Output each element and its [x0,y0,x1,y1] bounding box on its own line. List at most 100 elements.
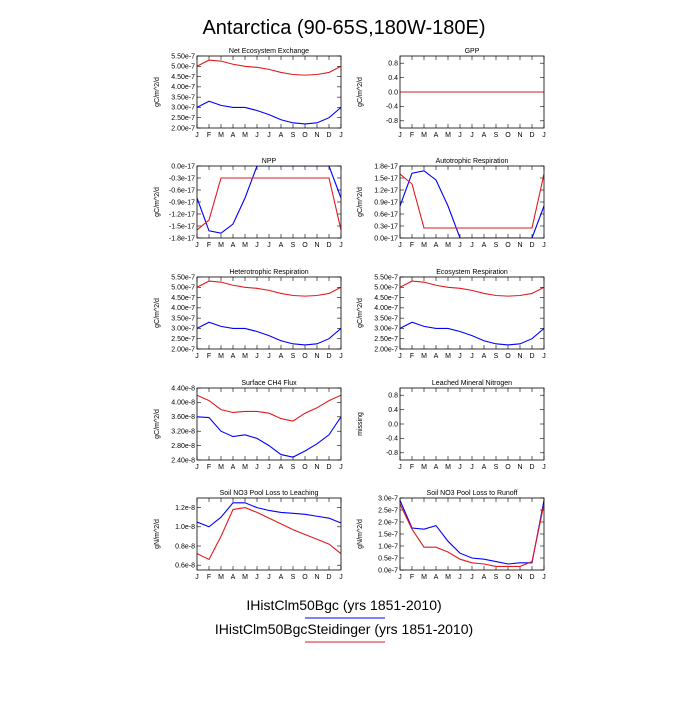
panel-frame [399,387,545,461]
y-tick-label: 4.50e-7 [374,295,398,302]
x-tick-label: F [410,132,414,139]
series-line-1 [400,170,544,238]
x-tick-label: A [231,574,236,581]
x-tick-label: M [421,464,427,471]
y-tick-label: 0.8 [388,61,398,68]
x-tick-label: A [231,464,236,471]
x-tick-label: A [231,353,236,360]
panel-title: Autotrophic Respiration [436,158,509,165]
series-line-1 [197,166,341,234]
panel-title: Soil NO3 Pool Loss to Leaching [220,490,319,497]
panel-3: NPP gC/m^2/d 0.0e-17 -0.3e-17 -0.6e-17 -0.9e-… [154,158,343,249]
y-tick-label: 1.2e-17 [374,187,398,194]
x-tick-label: S [494,464,499,471]
x-tick-label: A [279,464,284,471]
x-tick-label: A [231,132,236,139]
x-tick-label: J [398,464,402,471]
x-tick-label: J [267,353,271,360]
panel-title: Ecosystem Respiration [436,269,508,276]
y-tick-label: 0.4 [388,407,398,414]
x-tick-label: D [326,242,331,249]
x-tick-label: M [445,132,451,139]
x-tick-label: J [339,242,343,249]
y-tick-label: -0.8 [386,450,398,457]
x-tick-label: O [302,353,308,360]
y-tick-label: 0.8 [388,393,398,400]
x-tick-label: S [494,132,499,139]
series-line-1 [197,416,341,458]
panels: Net Ecosystem Exchange gC/m^2/d 2.00e-7 2.5… [154,48,546,581]
x-tick-label: J [339,353,343,360]
x-tick-label: J [398,353,402,360]
x-tick-label: M [242,464,248,471]
y-tick-label: 5.00e-7 [374,285,398,292]
y-axis-label: gC/m^2/d [154,409,161,439]
y-tick-label: 5.00e-7 [171,285,195,292]
panel-title: Surface CH4 Flux [241,380,297,387]
x-tick-label: M [421,132,427,139]
panel-frame [399,276,545,350]
x-tick-label: J [339,132,343,139]
panel-title: Leached Mineral Nitrogen [432,380,512,387]
x-tick-label: A [279,574,284,581]
x-tick-label: O [505,464,511,471]
x-tick-label: A [279,132,284,139]
x-tick-label: M [421,353,427,360]
y-tick-label: 1.5e-7 [378,531,398,538]
panel-9: Soil NO3 Pool Loss to Leaching gN/m^2/d 0.… [154,490,343,581]
y-tick-label: 4.50e-7 [171,74,195,81]
x-tick-label: A [279,353,284,360]
series-line-2 [197,507,341,561]
x-tick-label: A [434,353,439,360]
page-title: Antarctica (90-65S,180W-180E) [202,17,485,39]
y-axis-label: gN/m^2/d [154,519,161,549]
y-tick-label: 3.0e-7 [378,495,398,502]
x-tick-label: M [218,464,224,471]
x-tick-label: J [255,574,259,581]
y-tick-label: 3.00e-7 [374,326,398,333]
x-tick-label: F [207,353,211,360]
x-tick-label: M [445,464,451,471]
x-tick-label: O [302,574,308,581]
x-tick-label: A [434,242,439,249]
y-axis-label: gC/m^2/d [357,187,364,217]
x-tick-label: J [195,353,199,360]
y-tick-label: 0.0 [388,421,398,428]
x-tick-label: J [267,242,271,249]
y-tick-label: 1.2e-8 [175,505,195,512]
y-tick-label: 0.9e-17 [374,199,398,206]
x-tick-label: J [542,574,546,581]
series-line-1 [197,321,341,346]
y-tick-label: 0.4 [388,75,398,82]
series-line-1 [197,100,341,125]
y-tick-label: 0.0 [388,89,398,96]
x-tick-label: M [445,242,451,249]
x-tick-label: M [242,574,248,581]
panel-frame [399,55,545,129]
x-tick-label: N [314,574,319,581]
y-tick-label: 5.50e-7 [171,53,195,60]
x-tick-label: F [207,464,211,471]
y-tick-label: -0.4 [386,104,398,111]
y-tick-label: 2.0e-7 [378,519,398,526]
x-tick-label: O [505,132,511,139]
panel-4: Autotrophic Respiration gC/m^2/d 0.0e-17 0.… [357,158,546,249]
y-tick-label: 3.00e-7 [171,326,195,333]
x-tick-label: O [505,242,511,249]
x-tick-label: J [398,574,402,581]
y-tick-label: 2.50e-7 [171,336,195,343]
y-tick-label: 5.50e-7 [374,274,398,281]
y-tick-label: 4.40e-8 [171,385,195,392]
y-tick-label: 2.00e-7 [171,346,195,353]
x-tick-label: J [458,242,462,249]
x-tick-label: N [517,464,522,471]
y-tick-label: 3.20e-8 [171,429,195,436]
x-tick-label: J [195,464,199,471]
x-tick-label: N [517,353,522,360]
x-tick-label: S [291,574,296,581]
series-line-2 [197,59,341,76]
series-line-2 [197,280,341,297]
panel-frame [196,276,342,350]
